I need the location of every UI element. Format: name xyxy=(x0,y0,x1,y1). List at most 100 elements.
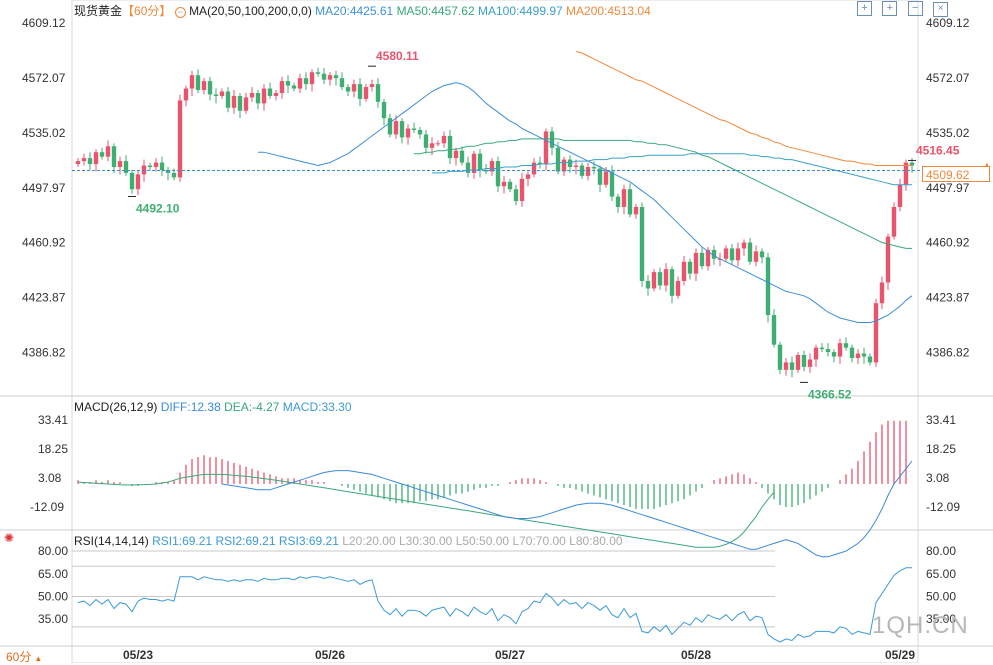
l30-label: L30:30.00 xyxy=(398,534,453,548)
candle-body xyxy=(423,134,429,148)
candle-body xyxy=(135,174,141,190)
candle-body xyxy=(573,165,579,168)
candle-body xyxy=(555,147,561,172)
annotation-label: 4492.10 xyxy=(136,201,180,215)
candle-body xyxy=(561,159,567,172)
symbol-label: 现货黄金 xyxy=(74,4,123,18)
l70-label: L70:70.00 xyxy=(512,534,566,548)
candle-body xyxy=(225,91,231,108)
candle-body xyxy=(201,81,207,91)
candle-body xyxy=(249,92,255,98)
candle-body xyxy=(417,129,423,135)
candle-body xyxy=(453,150,459,159)
candle-body xyxy=(675,281,681,296)
price-header: 现货黄金【60分】 − MA(20,50,100,200,0,0) MA20:4… xyxy=(74,2,651,19)
price-tick-right: 4535.02 xyxy=(926,126,970,140)
ma-legend-item: MA200:4513.04 xyxy=(566,4,651,18)
rsi-tick-left: 65.00 xyxy=(38,567,68,581)
date-label: 05/26 xyxy=(315,648,345,662)
candle-body xyxy=(621,189,627,207)
candle-body xyxy=(615,196,621,207)
price-tick-left: 4572.07 xyxy=(22,71,66,85)
settings-icon[interactable]: − xyxy=(174,7,186,18)
candle-body xyxy=(723,248,729,259)
candle-body xyxy=(381,101,387,119)
candle-body xyxy=(777,344,783,370)
candle-body xyxy=(291,85,297,89)
candle-body xyxy=(627,189,633,215)
zoom-in-icon[interactable]: + xyxy=(882,1,898,16)
candle-body xyxy=(669,269,675,296)
candle-body xyxy=(831,352,837,357)
price-tick-left: 4497.97 xyxy=(22,181,66,195)
candle-body xyxy=(843,343,849,348)
candle-body xyxy=(255,92,261,104)
rsi-header: RSI(14,14,14) RSI1:69.21 RSI2:69.21 RSI3… xyxy=(74,534,623,548)
diff-line xyxy=(221,460,913,558)
candle-body xyxy=(693,252,699,274)
candle-body xyxy=(285,81,291,86)
annotation-label: 4580.11 xyxy=(376,49,419,63)
candle-body xyxy=(489,161,495,172)
candle-body xyxy=(105,146,111,157)
candle-body xyxy=(783,362,789,370)
price-tick-left: 4535.02 xyxy=(22,126,66,140)
candle-body xyxy=(471,153,477,173)
candle-body xyxy=(477,153,483,170)
date-label: 05/28 xyxy=(681,648,711,662)
candle-body xyxy=(861,353,867,357)
candle-body xyxy=(879,282,885,304)
price-tick-right: 4386.82 xyxy=(926,345,970,359)
axes: 4609.12 4609.12 4572.07 4572.07 4535.02 4535.… xyxy=(22,16,970,662)
candle-body xyxy=(465,162,471,173)
candle-body xyxy=(741,242,747,249)
candle-body xyxy=(87,158,93,165)
candle-body xyxy=(597,168,603,185)
candle-body xyxy=(639,206,645,282)
rsi-gear-icon[interactable]: ✺ xyxy=(4,531,15,545)
candle-body xyxy=(129,172,135,190)
close-icon[interactable]: × xyxy=(933,2,949,17)
price-tick-left: 4423.87 xyxy=(22,290,66,304)
macd-tick-left: 33.41 xyxy=(38,413,68,427)
candle-body xyxy=(897,184,903,207)
rsi-tick-right: 35.00 xyxy=(926,612,956,626)
watermark-text: 1QH.CN xyxy=(872,612,969,639)
candle-body xyxy=(279,81,285,93)
macd-name: MACD(26,12,9) xyxy=(74,400,158,414)
candle-body xyxy=(267,88,273,96)
candle-body xyxy=(507,181,513,190)
date-label: 05/27 xyxy=(495,648,525,662)
annotation-label: 4516.45 xyxy=(916,143,960,157)
l80-label: L80:80.00 xyxy=(569,534,623,548)
add-icon[interactable]: + xyxy=(857,1,872,16)
candle-body xyxy=(429,143,435,148)
candle-body xyxy=(825,349,831,353)
candle-body xyxy=(387,118,393,135)
candle-body xyxy=(495,161,501,187)
candle-body xyxy=(309,72,315,85)
candle-body xyxy=(261,88,267,104)
candle-body xyxy=(699,252,705,267)
candle-body xyxy=(123,161,129,173)
candle-body xyxy=(711,249,717,259)
candle-body xyxy=(657,272,663,286)
macd-tick-right: 18.25 xyxy=(926,442,956,456)
period-button[interactable]: 60分 ▲ xyxy=(6,648,42,664)
candle-body xyxy=(513,189,519,202)
candle-body xyxy=(549,131,555,148)
rsi-line xyxy=(77,567,912,643)
candle-body xyxy=(171,172,177,178)
candle-body xyxy=(393,121,399,135)
ma-params-label: MA(20,50,100,200,0,0) xyxy=(189,4,312,18)
candle-body xyxy=(207,81,213,95)
period-label[interactable]: 【60分】 xyxy=(122,4,172,18)
zoom-out-icon[interactable]: − xyxy=(907,1,923,16)
macd-value-label: MACD:33.30 xyxy=(282,400,352,414)
price-tick-right: 4572.07 xyxy=(926,71,970,85)
candle-body xyxy=(195,75,201,91)
candle-body xyxy=(501,181,507,187)
candle-body xyxy=(525,174,531,179)
rsi-tick-right: 80.00 xyxy=(926,544,956,558)
